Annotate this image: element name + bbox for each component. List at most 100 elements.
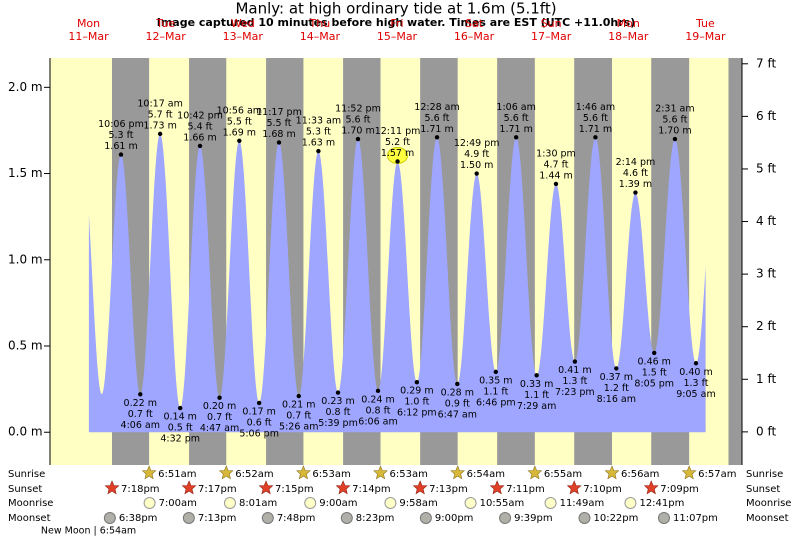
tide-height: 0.23 m: [321, 396, 354, 407]
day-name: Tue: [155, 17, 175, 30]
tide-point: [178, 405, 183, 411]
tide-time: 1:06 am: [496, 102, 535, 113]
tide-feet: 4.7 ft: [543, 159, 568, 170]
row-time: 6:56am: [621, 469, 659, 480]
tide-height: 1.69 m: [223, 127, 256, 138]
tide-height: 1.63 m: [302, 138, 335, 149]
tide-height: 0.17 m: [242, 406, 275, 417]
sunset-icon: [181, 480, 197, 495]
tide-point: [534, 373, 539, 378]
moonset-icon: [340, 512, 353, 524]
tide-feet: 1.5 ft: [642, 367, 667, 378]
tide-time: 4:32 pm: [160, 434, 200, 445]
tide-feet: 0.7 ft: [286, 411, 311, 422]
tide-height: 0.37 m: [600, 372, 633, 383]
day-date: 17–Mar: [531, 30, 572, 43]
row-time: 12:41pm: [639, 498, 684, 509]
y-tick-label: 1.0 m: [8, 252, 43, 266]
tide-point: [553, 181, 559, 187]
row-time: 6:38pm: [119, 513, 158, 524]
tide-time: 6:06 am: [358, 416, 397, 427]
row-time: 10:22pm: [593, 513, 638, 524]
sunrise-icon: [218, 465, 234, 480]
row-time: 6:53am: [312, 469, 350, 480]
row-time: 7:11pm: [506, 484, 545, 495]
row-time: 7:15pm: [275, 484, 314, 495]
tide-height: 1.71 m: [420, 124, 453, 135]
tide-feet: 0.8 ft: [325, 407, 350, 418]
tide-feet: 5.4 ft: [188, 121, 213, 132]
tide-point: [633, 190, 638, 195]
tide-time: 10:06 pm: [98, 119, 144, 130]
moonset-icon: [182, 512, 195, 524]
tide-height: 0.33 m: [520, 379, 553, 390]
tide-feet: 1.3 ft: [562, 376, 587, 387]
tide-height: 0.29 m: [400, 386, 433, 397]
tide-time: 10:56 am: [217, 105, 262, 116]
tide-height: 1.71 m: [499, 124, 532, 135]
sunset-icon: [643, 480, 659, 495]
tide-point: [355, 136, 361, 142]
tide-height: 1.39 m: [619, 179, 652, 190]
day-name: Thu: [309, 17, 331, 30]
tide-time: 8:16 am: [597, 394, 636, 405]
tide-feet: 1.3 ft: [683, 378, 708, 389]
day-date: 15–Mar: [377, 30, 418, 43]
moonset-icon: [499, 512, 512, 524]
tide-feet: 5.6 ft: [583, 113, 608, 124]
tide-point: [593, 135, 598, 140]
moonrise-icon: [464, 497, 477, 509]
tide-time: 11:17 pm: [256, 107, 302, 118]
tide-height: 0.46 m: [638, 356, 671, 367]
tide-time: 4:47 am: [200, 423, 239, 434]
row-time: 9:58am: [399, 498, 437, 509]
sunrise-icon: [604, 465, 620, 480]
row-time: 6:57am: [698, 469, 736, 480]
sunrise-icon: [527, 465, 543, 480]
sunset-icon: [412, 480, 428, 495]
tide-time: 1:30 pm: [536, 148, 576, 159]
tide-feet: 5.7 ft: [148, 109, 173, 120]
tide-time: 11:33 am: [296, 116, 341, 127]
tide-height: 0.21 m: [282, 400, 315, 411]
tide-time: 5:06 pm: [239, 428, 279, 439]
tide-feet: 0.7 ft: [207, 412, 232, 423]
tide-point: [434, 135, 440, 140]
moonrise-icon: [624, 497, 637, 509]
moonset-icon: [657, 512, 670, 524]
tide-time: 10:17 am: [137, 98, 182, 109]
tide-height: 0.24 m: [361, 394, 394, 405]
y2-tick-label: 7 ft: [756, 56, 776, 70]
sunset-icon: [335, 480, 351, 495]
row-label: Moonset: [746, 513, 789, 524]
tide-time: 9:05 am: [676, 389, 715, 400]
row-time: 8:01am: [239, 498, 277, 509]
row-label: Moonrise: [746, 498, 791, 509]
tide-point: [395, 159, 400, 164]
tide-height: 0.41 m: [558, 365, 591, 376]
day-name: Wed: [231, 17, 255, 30]
y-tick-label: 2.0 m: [8, 80, 43, 94]
tide-feet: 5.3 ft: [108, 130, 133, 141]
row-time: 9:39pm: [514, 513, 553, 524]
tide-point: [474, 171, 479, 176]
tide-point: [217, 395, 222, 400]
tide-time: 7:29 am: [517, 401, 556, 412]
tide-time: 12:49 pm: [454, 138, 500, 149]
row-time: 6:53am: [390, 469, 428, 480]
tide-point: [296, 393, 301, 399]
tide-point: [693, 361, 699, 366]
tide-time: 1:46 am: [576, 102, 615, 113]
tide-feet: 5.5 ft: [266, 118, 291, 129]
row-time: 7:00am: [159, 498, 197, 509]
tide-height: 1.71 m: [579, 124, 612, 135]
tide-feet: 5.6 ft: [425, 113, 450, 124]
day-date: 18–Mar: [608, 30, 649, 43]
row-label: Sunset: [746, 484, 780, 495]
y2-tick-label: 4 ft: [756, 214, 776, 228]
tide-height: 1.44 m: [539, 170, 572, 181]
row-time: 10:55am: [480, 498, 525, 509]
row-time: 7:13pm: [429, 484, 468, 495]
tide-feet: 1.2 ft: [604, 383, 629, 394]
moonrise-icon: [143, 497, 156, 509]
